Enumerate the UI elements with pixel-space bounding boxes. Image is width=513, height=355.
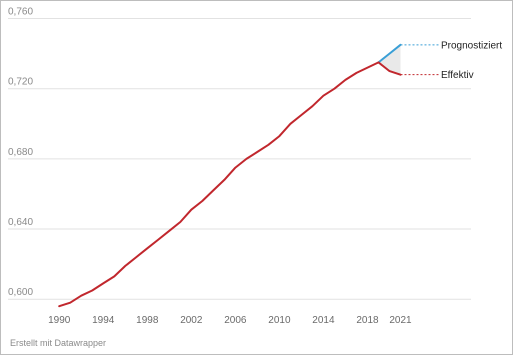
series-effektiv-label: Effektiv — [441, 70, 474, 81]
y-tick-label: 0,720 — [8, 77, 33, 88]
x-tick-label: 1998 — [136, 315, 159, 326]
y-tick-label: 0,760 — [8, 7, 33, 18]
y-tick-label: 0,600 — [8, 287, 33, 298]
series-line-prognostiziert — [377, 43, 402, 64]
x-tick-label: 2014 — [312, 315, 335, 326]
x-tick-label: 2021 — [389, 315, 412, 326]
x-tick-label: 2010 — [268, 315, 291, 326]
x-tick-label: 2002 — [180, 315, 203, 326]
series-prognostiziert-label: Prognostiziert — [441, 40, 502, 51]
x-tick-label: 1994 — [92, 315, 115, 326]
y-tick-label: 0,680 — [8, 147, 33, 158]
datawrapper-credit: Erstellt mit Datawrapper — [10, 338, 107, 348]
forecast-gap-area — [378, 44, 401, 75]
x-tick-label: 2006 — [224, 315, 247, 326]
x-tick-label: 2018 — [356, 315, 379, 326]
x-tick-label: 1990 — [48, 315, 71, 326]
series-line-effektiv — [58, 61, 402, 308]
y-tick-label: 0,640 — [8, 217, 33, 228]
